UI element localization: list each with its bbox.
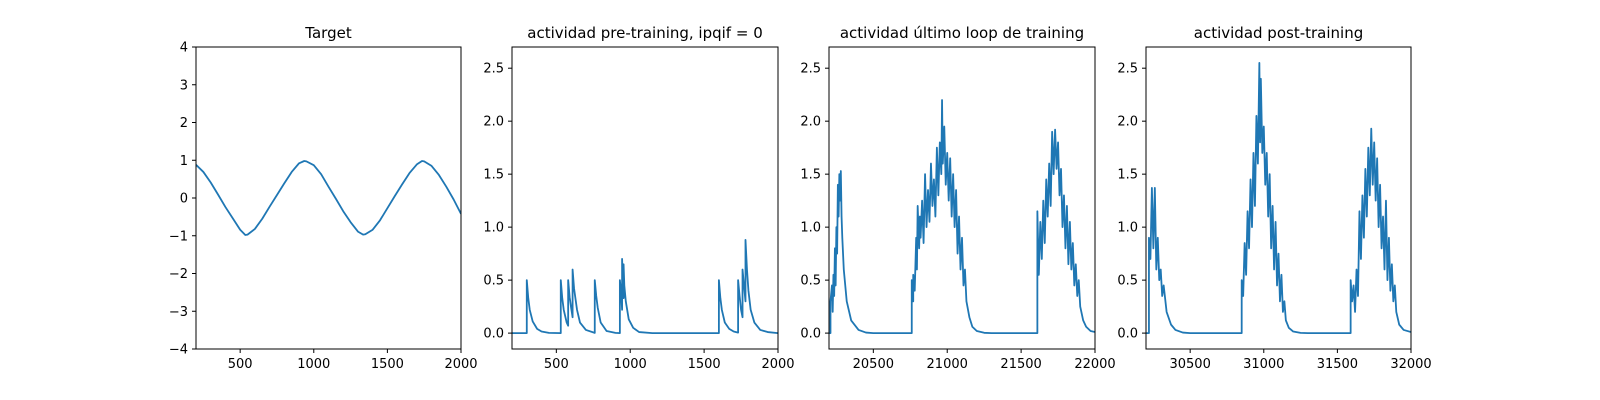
series-line — [1146, 61, 1411, 335]
x-tick-label: 31500 — [1317, 357, 1358, 372]
series-line — [196, 160, 461, 236]
x-tick-label: 500 — [228, 357, 253, 372]
y-tick-label: 2.0 — [483, 115, 504, 130]
y-tick-label: 0 — [180, 192, 188, 207]
x-tick-label: 31000 — [1243, 357, 1284, 372]
y-tick-label: 0.5 — [483, 274, 504, 289]
panel-last-training-loop: actividad último loop de training 20500 2… — [800, 24, 1115, 372]
x-tick-label: 1500 — [688, 357, 721, 372]
x-tick-label: 2000 — [761, 357, 794, 372]
y-tick-label: −1 — [169, 229, 188, 244]
x-tick-label: 2000 — [444, 357, 477, 372]
x-tick-label: 30500 — [1169, 357, 1210, 372]
x-tick-label: 21000 — [927, 357, 968, 372]
series-line — [512, 238, 778, 335]
y-tick-label: 2.0 — [1117, 115, 1138, 130]
x-tick-label: 20500 — [853, 357, 894, 372]
y-tick-label: 1.0 — [1117, 221, 1138, 236]
x-tick-label: 500 — [544, 357, 569, 372]
y-tick-label: 1 — [180, 154, 188, 169]
y-tick-label: 0.5 — [800, 274, 821, 289]
y-tick-label: −4 — [169, 343, 188, 358]
y-tick-label: 4 — [180, 41, 188, 56]
chart-title: actividad pre-training, ipqif = 0 — [527, 24, 763, 42]
y-tick-label: 2.5 — [800, 62, 821, 77]
y-tick-label: 2.0 — [800, 115, 821, 130]
y-tick-label: 1.0 — [800, 221, 821, 236]
y-tick-label: 1.5 — [800, 168, 821, 183]
y-tick-label: 0.0 — [483, 327, 504, 342]
y-tick-label: 3 — [180, 78, 188, 93]
x-tick-label: 21500 — [1000, 357, 1041, 372]
y-tick-label: −2 — [169, 267, 188, 282]
panel-pre-training: actividad pre-training, ipqif = 0 500 100… — [483, 24, 794, 372]
chart-title: Target — [304, 24, 352, 42]
series-line — [829, 99, 1095, 335]
y-tick-label: 0.5 — [1117, 274, 1138, 289]
x-tick-label: 1000 — [614, 357, 647, 372]
x-tick-label: 1500 — [371, 357, 404, 372]
x-tick-label: 1000 — [297, 357, 330, 372]
y-tick-label: 2.5 — [1117, 62, 1138, 77]
x-tick-label: 22000 — [1074, 357, 1115, 372]
y-tick-label: 0.0 — [1117, 327, 1138, 342]
y-tick-label: 1.5 — [483, 168, 504, 183]
axes-frame — [828, 46, 1096, 350]
y-tick-label: 2.5 — [483, 62, 504, 77]
y-tick-label: 2 — [180, 116, 188, 131]
panel-target: Target 500 1000 1500 2000 −4 −3 −2 −1 0 1 2 3 4 — [169, 24, 478, 372]
axes-frame — [511, 46, 779, 350]
chart-title: actividad último loop de training — [840, 24, 1084, 42]
panel-post-training: actividad post-training 30500 31000 31500 3… — [1117, 24, 1431, 372]
chart-title: actividad post-training — [1194, 24, 1363, 42]
x-tick-label: 32000 — [1390, 357, 1431, 372]
y-tick-label: 0.0 — [800, 327, 821, 342]
axes-frame — [1145, 46, 1412, 350]
y-tick-label: −3 — [169, 305, 188, 320]
y-tick-label: 1.5 — [1117, 168, 1138, 183]
y-tick-label: 1.0 — [483, 221, 504, 236]
